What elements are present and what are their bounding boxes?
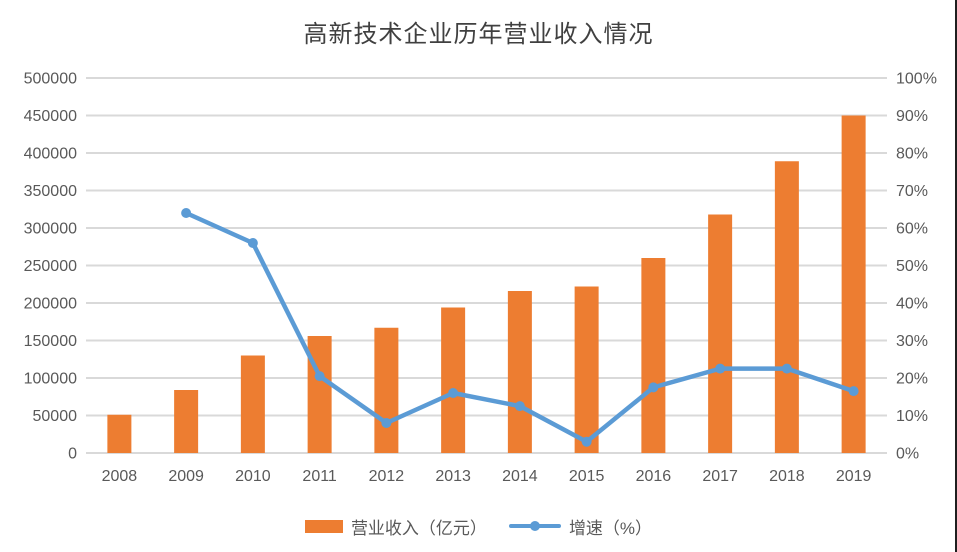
right-axis-tick-label: 10% xyxy=(896,408,928,425)
revenue-bar xyxy=(708,214,733,453)
left-axis-tick-label: 0 xyxy=(68,446,77,463)
right-axis-tick-label: 30% xyxy=(896,333,928,350)
right-axis-tick-label: 100% xyxy=(896,71,937,88)
x-axis-tick-label: 2008 xyxy=(102,468,138,485)
right-axis-tick-label: 60% xyxy=(896,221,928,238)
revenue-bar xyxy=(374,327,399,453)
left-axis-tick-label: 350000 xyxy=(24,183,77,200)
x-axis-tick-label: 2015 xyxy=(569,468,605,485)
x-axis-tick-label: 2017 xyxy=(702,468,738,485)
growth-point-marker xyxy=(848,386,859,397)
growth-point-marker xyxy=(514,401,525,412)
growth-point-marker xyxy=(381,418,392,428)
growth-point-marker xyxy=(648,382,659,393)
chart-title: 高新技术企业历年营业收入情况 xyxy=(303,22,654,48)
revenue-bar xyxy=(574,286,599,453)
right-axis-tick-label: 20% xyxy=(896,371,928,388)
right-axis-tick-label: 70% xyxy=(896,183,928,200)
left-axis-tick-label: 50000 xyxy=(33,408,78,425)
growth-point-marker xyxy=(314,371,325,382)
revenue-bar xyxy=(774,161,799,453)
left-axis-tick-label: 100000 xyxy=(24,371,77,388)
x-axis-tick-label: 2014 xyxy=(502,468,538,485)
left-axis-tick-label: 450000 xyxy=(24,108,77,125)
x-axis-tick-label: 2009 xyxy=(168,468,204,485)
left-axis-tick-label: 500000 xyxy=(24,71,77,88)
x-axis-tick-label: 2013 xyxy=(435,468,471,485)
right-axis-tick-label: 40% xyxy=(896,296,928,313)
right-axis-tick-label: 80% xyxy=(896,146,928,163)
legend-item-revenue: 营业收入（亿元） xyxy=(304,514,487,539)
left-axis-tick-label: 150000 xyxy=(24,333,77,350)
legend-item-growth: 增速（%） xyxy=(508,514,653,539)
legend-label-revenue: 营业收入（亿元） xyxy=(350,518,487,538)
growth-point-marker xyxy=(181,208,192,218)
revenue-bar xyxy=(174,390,199,453)
growth-point-marker xyxy=(448,388,459,398)
right-axis-tick-label: 0% xyxy=(896,446,919,463)
revenue-bar xyxy=(307,336,332,453)
growth-point-marker xyxy=(247,238,258,248)
revenue-bar xyxy=(507,291,532,453)
x-axis-tick-label: 2012 xyxy=(369,468,405,485)
x-axis-tick-label: 2011 xyxy=(302,468,337,485)
revenue-bar xyxy=(107,414,132,453)
revenue-bar xyxy=(641,258,666,453)
chart-legend: 营业收入（亿元） 增速（%） xyxy=(0,512,955,540)
growth-point-marker xyxy=(715,363,726,374)
left-axis-tick-label: 250000 xyxy=(24,258,77,275)
x-axis-tick-label: 2016 xyxy=(636,468,672,485)
x-axis-tick-label: 2010 xyxy=(235,468,271,485)
right-axis-tick-label: 50% xyxy=(896,258,928,275)
revenue-bar xyxy=(240,355,265,453)
x-axis-tick-label: 2018 xyxy=(769,468,805,485)
growth-point-marker xyxy=(781,363,792,374)
left-axis-tick-label: 400000 xyxy=(24,146,77,163)
left-axis-tick-label: 200000 xyxy=(24,296,77,313)
revenue-bar xyxy=(441,307,466,453)
right-axis-tick-label: 90% xyxy=(896,108,928,125)
legend-label-growth: 增速（%） xyxy=(568,518,653,538)
growth-swatch-icon xyxy=(508,519,561,533)
revenue-bar xyxy=(841,115,866,453)
revenue-swatch-icon xyxy=(304,519,343,533)
growth-point-marker xyxy=(581,436,592,447)
x-axis-tick-label: 2019 xyxy=(836,468,872,485)
left-axis-tick-label: 300000 xyxy=(24,221,77,238)
